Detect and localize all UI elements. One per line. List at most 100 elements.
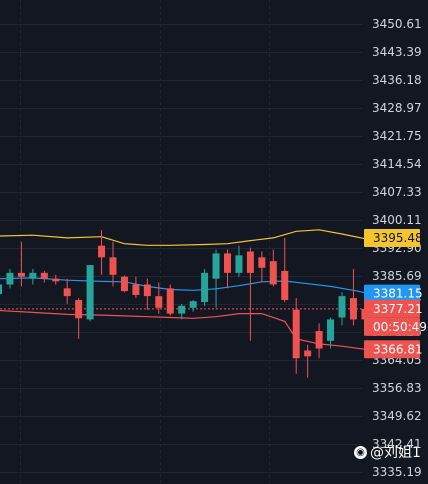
candle xyxy=(235,245,243,277)
candles xyxy=(0,230,369,378)
axis-tick-label: 3407.33 xyxy=(372,185,422,199)
candle-body xyxy=(235,255,243,273)
candle-body xyxy=(155,296,163,308)
candle-body xyxy=(86,265,94,320)
candle-body xyxy=(29,272,37,279)
candle-body xyxy=(120,276,128,292)
bollinger-bands xyxy=(0,229,366,350)
candle xyxy=(109,241,117,287)
candle xyxy=(349,268,357,326)
candle-body xyxy=(40,272,48,279)
axis-tick-label: 3385.69 xyxy=(372,269,422,283)
candle xyxy=(166,284,174,316)
candle-body xyxy=(292,309,300,359)
candle xyxy=(327,317,335,349)
current-price-label-text: 3377.21 xyxy=(373,302,423,316)
axis-tick-label: 3436.18 xyxy=(372,73,422,87)
candle xyxy=(258,251,266,283)
price-axis: 3450.61 3443.39 3436.18 3428.97 3421.75 3414.… xyxy=(372,17,422,479)
countdown-label-text: 00:50:49 xyxy=(373,320,427,334)
candle xyxy=(63,278,71,304)
candle xyxy=(132,276,140,299)
candle-body xyxy=(132,284,140,295)
candle xyxy=(269,249,277,287)
candle-body xyxy=(338,296,346,318)
candle-body xyxy=(75,300,83,319)
candle-body xyxy=(201,272,209,302)
candle-body xyxy=(0,284,2,295)
lower-band-price-label: 3366.81 xyxy=(364,340,423,359)
candle-body xyxy=(109,257,117,275)
middle-band-price-label: 3381.15 xyxy=(364,284,423,303)
countdown-label-bg xyxy=(364,317,420,336)
axis-tick-label: 3421.75 xyxy=(372,129,422,143)
axis-tick-label: 3450.61 xyxy=(372,17,422,31)
axis-tick-label: 3443.39 xyxy=(372,45,422,59)
candle-body xyxy=(63,288,71,297)
grid-lines xyxy=(0,0,362,484)
candle-body xyxy=(212,253,220,279)
middle-band-price-label-text: 3381.15 xyxy=(373,287,423,301)
candle xyxy=(315,323,323,359)
candle-body xyxy=(178,305,186,314)
candle xyxy=(86,265,94,322)
middle-band-price-label-bg xyxy=(364,284,420,303)
upper-band-price-label-bg xyxy=(364,228,420,247)
candle-body xyxy=(52,278,60,282)
countdown-label: 00:50:49 xyxy=(364,317,427,336)
candle xyxy=(304,344,312,378)
candle xyxy=(52,274,60,285)
candle-body xyxy=(327,319,335,341)
watermark: ◉ @刘姐1 xyxy=(354,442,421,462)
candle-body xyxy=(281,270,289,301)
candle xyxy=(281,237,289,302)
candle-body xyxy=(224,253,231,273)
axis-tick-label: 3349.62 xyxy=(372,409,422,423)
candle xyxy=(98,230,106,275)
lower-band-price-label-text: 3366.81 xyxy=(373,342,423,356)
current-price-label: 3377.21 xyxy=(364,299,423,318)
candle-body xyxy=(304,350,312,357)
axis-tick-label: 3414.54 xyxy=(372,157,422,171)
candle-body xyxy=(189,301,197,308)
candle xyxy=(178,303,186,320)
candle xyxy=(189,300,197,312)
axis-tick-label: 3356.83 xyxy=(372,381,422,395)
candle-body xyxy=(349,298,357,320)
upper-band-price-label: 3395.48 xyxy=(364,228,423,247)
candle xyxy=(201,268,209,306)
lower-band-price-label-bg xyxy=(364,340,420,359)
candle-body xyxy=(17,272,25,277)
candle-body xyxy=(6,272,14,285)
candle xyxy=(212,249,220,308)
candle xyxy=(29,268,37,285)
axis-tick-label: 3342.41 xyxy=(372,437,422,451)
candle-body xyxy=(166,288,174,314)
candle xyxy=(246,247,254,341)
upper-band-price-label-text: 3395.48 xyxy=(373,231,423,245)
candle-body xyxy=(246,251,254,273)
watermark-text: @刘姐1 xyxy=(370,445,421,461)
axis-tick-label: 3428.97 xyxy=(372,101,422,115)
candle xyxy=(292,298,300,374)
candle-body xyxy=(258,257,266,268)
candle xyxy=(17,241,25,287)
upper-band-line xyxy=(0,229,366,246)
candle xyxy=(40,270,48,283)
axis-tick-label: 3335.19 xyxy=(372,465,422,479)
candle xyxy=(6,268,14,289)
candle xyxy=(338,292,346,326)
candle-body xyxy=(143,284,151,297)
current-price-label-bg xyxy=(364,299,420,318)
candle xyxy=(143,278,151,310)
candle-body xyxy=(269,261,277,285)
lower-band-line xyxy=(0,309,365,350)
candle-body xyxy=(98,245,106,258)
axis-tick-label: 3400.11 xyxy=(372,213,422,227)
candle-body xyxy=(315,331,323,349)
candle xyxy=(75,298,83,339)
candle xyxy=(120,275,128,293)
candle xyxy=(224,249,231,289)
candle xyxy=(0,284,2,295)
